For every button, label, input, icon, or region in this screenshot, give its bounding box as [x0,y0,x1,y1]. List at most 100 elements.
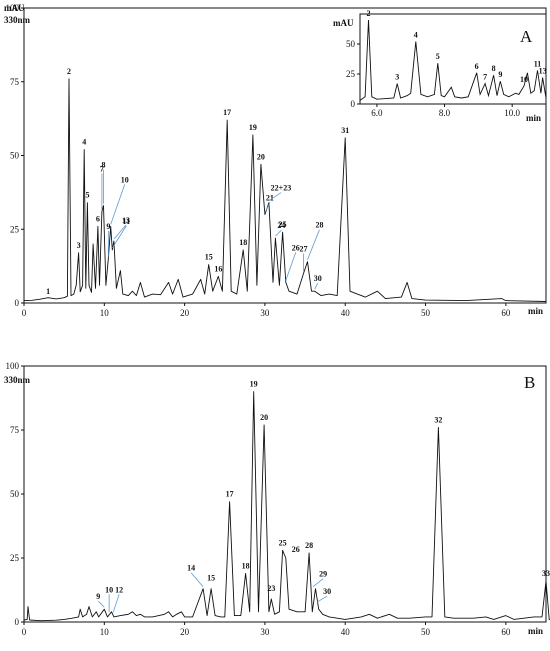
panel-a-y-tick-label: 0 [15,298,20,308]
panel-b-peak-leader [312,578,324,588]
panel-a-peak-leader [268,192,282,202]
panel-a-peak-leader [113,224,127,240]
panel-a-peak-label: 16 [214,264,222,273]
inset-peak-label: 4 [414,31,418,40]
inset-plot-frame [359,13,547,105]
panel-a-x-tick-label: 50 [421,308,431,318]
panel-b-letter: B [524,373,535,392]
panel-b-peak-label: 14 [187,564,195,573]
panel-b-plot-frame [23,365,547,623]
inset-y-tick-label: 50 [346,39,356,49]
panel-a-peak-label: 8 [102,161,106,170]
panel-a-peak-leader [110,184,126,225]
panel-a-peak-label: 19 [249,123,257,132]
panel-b-wavelength: 330nm [4,375,31,385]
panel-a-yunit: mAU [4,3,25,13]
panel-b-x-tick-label: 50 [421,627,431,637]
inset-peak-label: 6 [475,62,479,71]
panel-b-x-tick-label: 0 [22,627,27,637]
panel-a-peak-label: 3 [77,241,81,250]
panel-a-peak-leader [112,225,127,249]
panel-a-peak-leader [307,229,320,260]
panel-b-peak-label: 28 [305,541,313,550]
panel-a-peak-label: 17 [223,108,231,117]
panel-a-peak-label: 2 [67,67,71,76]
panel-a-x-tick-label: 10 [100,308,110,318]
panel-b-trace-line [23,391,550,622]
panel-a-y-tick-label: 25 [10,224,20,234]
inset-x-tick-label: 8.0 [439,108,451,118]
panel-b-peak-label: 33 [542,569,550,578]
panel-b-x-tick-label: 20 [180,627,190,637]
panel-a-peak-label: 20 [257,152,265,161]
panel-a-peak-label: 28 [315,221,323,230]
panel-a-y-tick-label: 100 [6,3,20,13]
panel-b-x-tick-label: 60 [501,627,511,637]
inset-trace-line [359,19,547,101]
panel-a-peak-label: 13 [122,216,130,225]
inset-peak-label: 10 [520,75,528,84]
panel-b-y-tick-label: 25 [10,553,20,563]
inset-peak-label: 2 [366,9,370,18]
inset-peak-label: 9 [498,70,502,79]
panel-a-peak-label: 5 [85,191,89,200]
inset-x-tick-label: 6.0 [371,108,383,118]
panel-b-peak-label: 23 [267,584,275,593]
panel-a-peak-label: 10 [121,175,129,184]
panel-a-peak-leader [264,202,271,213]
panel-a-peak-label: 25 [279,220,287,229]
panel-b-y-tick-label: 50 [10,489,20,499]
panel-b-xunit: min [528,626,543,636]
panel-b-peak-label: 12 [115,585,123,594]
inset-y-tick-label: 0 [351,99,356,109]
panel-a-xunit: min [528,306,543,316]
panel-b-x-tick-label: 30 [260,627,270,637]
inset-y-tick-label: 25 [346,69,356,79]
inset-peak-label: 5 [436,52,440,61]
panel-a-trace-line [23,78,547,302]
panel-b-y-tick-label: 0 [15,617,20,627]
panel-b-peak-leader [98,600,105,608]
panel-b-peak-label: 9 [96,592,100,601]
panel-a-peak-leader [275,229,282,237]
inset-xunit: min [526,113,541,123]
panel-a-peak-label: 9 [106,222,110,231]
panel-b-peak-label: 30 [323,587,331,596]
panel-a-peak-label: 26 [292,243,300,252]
panel-a-y-tick-label: 75 [10,77,20,87]
panel-b-peak-label: 18 [242,561,250,570]
panel-a-wavelength: 330nm [4,15,31,25]
panel-b-x-tick-label: 10 [100,627,110,637]
panel-a-peak-label: 15 [205,253,213,262]
panel-b-y-tick-label: 75 [10,425,20,435]
panel-a-peak-leader [314,283,319,290]
panel-a-chart: mAU 330nm min mAU min 6.0 8.0 10.002550234… [4,3,547,318]
panel-a-peak-leader [285,252,297,281]
panel-a-peak-label: 21 [266,194,274,203]
panel-b-peak-label: 10 [105,585,113,594]
inset-peak-label: 7 [483,73,487,82]
panel-b-peak-label: 25 [279,538,287,547]
panel-a-x-tick-label: 60 [501,308,511,318]
panel-a-peak-label: 7 [100,165,104,174]
panel-a-x-tick-label: 0 [22,308,27,318]
panel-a-peak-label: 22+23 [271,184,292,193]
panel-a-y-tick-label: 50 [10,151,20,161]
panel-b-x-tick-label: 40 [341,627,351,637]
panel-a-peak-label: 6 [96,214,100,223]
panel-a-peak-label: 4 [82,138,86,147]
panel-b-peak-label: 15 [207,574,215,583]
panel-b-peak-label: 26 [292,545,300,554]
panel-b-y-tick-label: 100 [6,361,20,371]
inset-peak-label: 13 [539,67,547,76]
panel-b-peak-leader [190,572,204,587]
panel-b-peak-leader [112,594,120,613]
panel-b-peak-label: 20 [260,413,268,422]
panel-a-peak-label: 18 [239,238,247,247]
panel-a-peak-label: 24 [277,221,285,230]
panel-a-peak-label: 11 [123,217,131,226]
panel-a-peak-label: 1 [46,287,50,296]
